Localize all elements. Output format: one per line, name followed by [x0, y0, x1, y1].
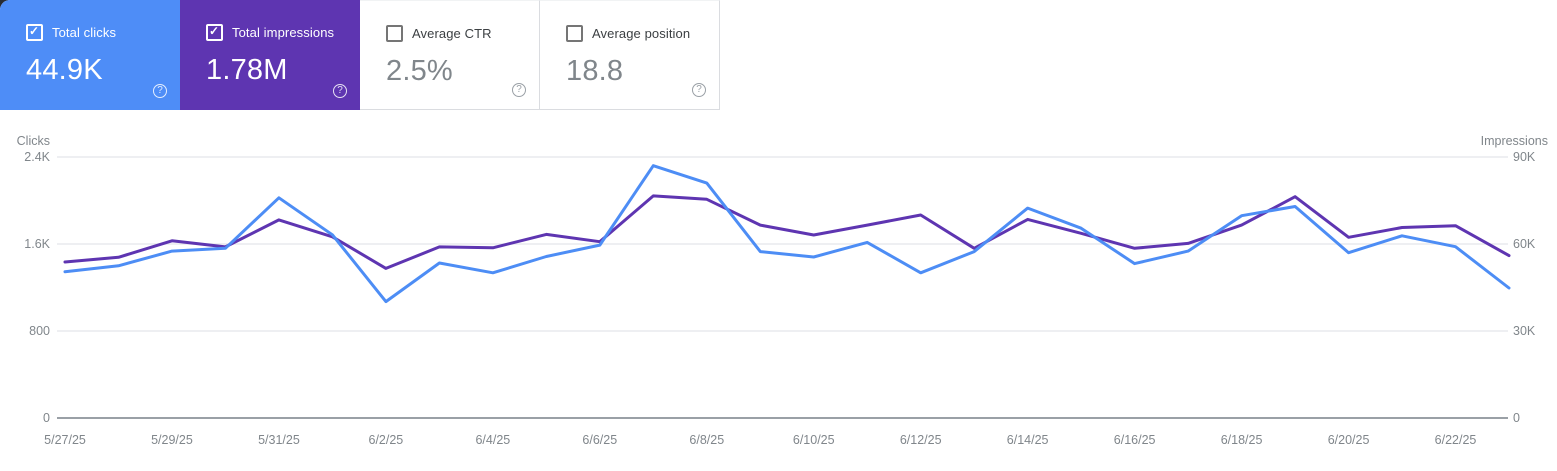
- card-head: ✓ Total clicks: [26, 24, 180, 41]
- average-ctr-value: 2.5%: [386, 55, 453, 87]
- card-label: Total clicks: [52, 25, 117, 40]
- total-clicks-checkbox[interactable]: ✓: [26, 24, 43, 41]
- x-axis-date-label: 6/4/25: [475, 433, 510, 447]
- right-axis-tick-label: 90K: [1513, 150, 1536, 164]
- x-axis-date-label: 6/16/25: [1114, 433, 1156, 447]
- card-label: Total impressions: [232, 25, 335, 40]
- checkmark-icon: ✓: [209, 24, 220, 38]
- left-axis-tick-label: 0: [43, 411, 50, 425]
- card-label: Average CTR: [412, 26, 492, 41]
- total-clicks-value: 44.9K: [26, 54, 103, 86]
- x-axis-date-label: 6/18/25: [1221, 433, 1263, 447]
- x-axis-date-label: 5/27/25: [44, 433, 86, 447]
- right-axis-tick-label: 60K: [1513, 237, 1536, 251]
- average-position-checkbox[interactable]: [566, 25, 583, 42]
- x-axis-date-label: 5/31/25: [258, 433, 300, 447]
- help-icon[interactable]: ?: [153, 84, 167, 98]
- right-axis-tick-label: 30K: [1513, 324, 1536, 338]
- card-head: Average CTR: [386, 25, 539, 42]
- right-axis-tick-label: 0: [1513, 411, 1520, 425]
- x-axis-date-label: 5/29/25: [151, 433, 193, 447]
- help-icon[interactable]: ?: [692, 83, 706, 97]
- left-axis-tick-label: 1.6K: [24, 237, 50, 251]
- help-icon[interactable]: ?: [333, 84, 347, 98]
- average-ctr-checkbox[interactable]: [386, 25, 403, 42]
- x-axis-date-label: 6/8/25: [689, 433, 724, 447]
- card-average-position[interactable]: Average position 18.8 ?: [540, 0, 720, 110]
- left-axis-tick-label: 800: [29, 324, 50, 338]
- checkmark-icon: ✓: [29, 24, 40, 38]
- card-head: Average position: [566, 25, 719, 42]
- card-total-impressions[interactable]: ✓ Total impressions 1.78M ?: [180, 0, 360, 110]
- card-head: ✓ Total impressions: [206, 24, 360, 41]
- total-impressions-checkbox[interactable]: ✓: [206, 24, 223, 41]
- x-axis-date-label: 6/2/25: [369, 433, 404, 447]
- card-label: Average position: [592, 26, 691, 41]
- left-axis-title: Clicks: [17, 134, 50, 148]
- x-axis-date-label: 6/6/25: [582, 433, 617, 447]
- card-average-ctr[interactable]: Average CTR 2.5% ?: [360, 0, 540, 110]
- metric-cards-row: ✓ Total clicks 44.9K ? ✓ Total impressio…: [0, 0, 720, 110]
- left-axis-tick-label: 2.4K: [24, 150, 50, 164]
- card-total-clicks[interactable]: ✓ Total clicks 44.9K ?: [0, 0, 180, 110]
- average-position-value: 18.8: [566, 55, 624, 87]
- x-axis-date-label: 6/20/25: [1328, 433, 1370, 447]
- clicks-line: [63, 164, 1511, 304]
- right-axis-title: Impressions: [1481, 134, 1548, 148]
- total-impressions-value: 1.78M: [206, 54, 288, 86]
- x-axis-date-label: 6/12/25: [900, 433, 942, 447]
- help-icon[interactable]: ?: [512, 83, 526, 97]
- x-axis-date-label: 6/14/25: [1007, 433, 1049, 447]
- x-axis-date-label: 6/10/25: [793, 433, 835, 447]
- x-axis-date-label: 6/22/25: [1435, 433, 1477, 447]
